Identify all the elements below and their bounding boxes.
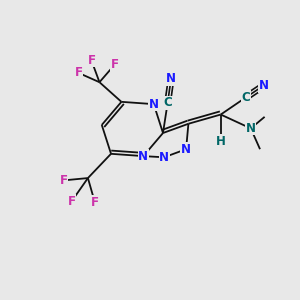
Text: N: N	[166, 72, 176, 85]
Text: F: F	[91, 196, 99, 209]
Text: N: N	[259, 79, 269, 92]
Text: N: N	[138, 150, 148, 163]
Text: N: N	[246, 122, 256, 135]
Text: C: C	[242, 91, 250, 104]
Text: F: F	[75, 67, 83, 80]
Text: N: N	[159, 151, 169, 164]
Text: N: N	[181, 143, 191, 156]
Text: F: F	[68, 195, 76, 208]
Text: H: H	[216, 135, 226, 148]
Text: F: F	[110, 58, 118, 71]
Text: F: F	[60, 174, 68, 187]
Text: F: F	[87, 54, 95, 67]
Text: C: C	[163, 97, 172, 110]
Text: N: N	[149, 98, 159, 111]
